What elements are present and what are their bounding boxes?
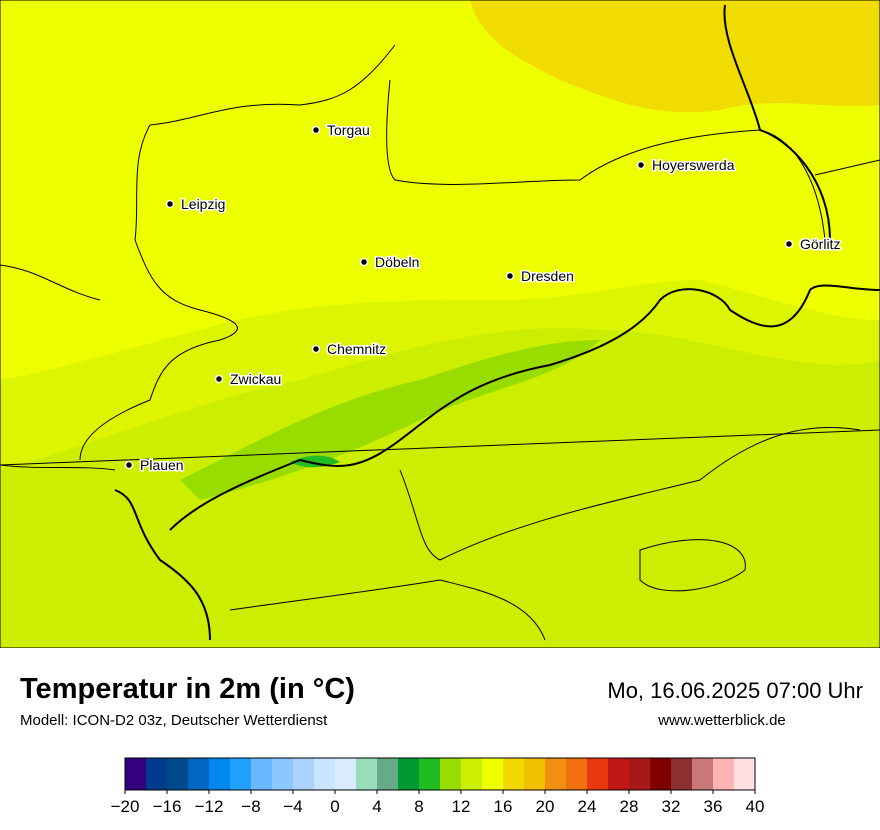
city-label: Görlitz bbox=[800, 236, 840, 252]
city-label-halo: Plauen bbox=[140, 457, 184, 473]
color-swatch bbox=[650, 758, 672, 790]
tick-label: 40 bbox=[746, 797, 765, 816]
tick-label: 8 bbox=[414, 797, 423, 816]
color-swatch bbox=[629, 758, 651, 790]
tick-label: −16 bbox=[153, 797, 182, 816]
cool-area bbox=[0, 328, 880, 648]
city-label-halo: Torgau bbox=[327, 122, 370, 138]
cities: TorgauTorgauLeipzigLeipzigDöbelnDöbelnDr… bbox=[124, 121, 842, 475]
color-swatch bbox=[356, 758, 378, 790]
tick-label: 16 bbox=[494, 797, 513, 816]
city-dot bbox=[505, 271, 515, 281]
city-dot bbox=[311, 125, 321, 135]
city-dot bbox=[214, 374, 224, 384]
tick-label: 0 bbox=[330, 797, 339, 816]
color-swatch bbox=[671, 758, 693, 790]
city-label: Hoyerswerda bbox=[652, 157, 735, 173]
tick-label: −4 bbox=[283, 797, 302, 816]
color-swatch bbox=[230, 758, 252, 790]
tick-label: −12 bbox=[195, 797, 224, 816]
color-swatch bbox=[482, 758, 504, 790]
warm-area bbox=[470, 0, 880, 113]
color-swatch bbox=[272, 758, 294, 790]
colorbar-frame bbox=[124, 757, 756, 791]
city-label-halo: Zwickau bbox=[230, 371, 281, 387]
color-swatch bbox=[713, 758, 735, 790]
city-dot bbox=[359, 257, 369, 267]
color-swatch bbox=[692, 758, 714, 790]
color-swatch bbox=[146, 758, 168, 790]
color-swatch bbox=[293, 758, 315, 790]
city-label-halo: Chemnitz bbox=[327, 341, 386, 357]
color-swatch bbox=[587, 758, 609, 790]
city-dot bbox=[124, 460, 134, 470]
city-label-halo: Görlitz bbox=[800, 236, 840, 252]
color-swatch bbox=[125, 758, 147, 790]
city-label: Leipzig bbox=[181, 196, 225, 212]
color-swatch bbox=[440, 758, 462, 790]
color-swatch bbox=[335, 758, 357, 790]
color-swatch bbox=[377, 758, 399, 790]
city-dot bbox=[784, 239, 794, 249]
borders bbox=[0, 0, 880, 649]
city-label-halo: Dresden bbox=[521, 268, 574, 284]
city-label: Torgau bbox=[327, 122, 370, 138]
color-swatch bbox=[398, 758, 420, 790]
source: www.wetterblick.de bbox=[657, 712, 786, 729]
city-label: Döbeln bbox=[375, 254, 419, 270]
color-swatch bbox=[524, 758, 546, 790]
subtitle: Modell: ICON-D2 03z, Deutscher Wetterdie… bbox=[20, 712, 328, 729]
color-swatch bbox=[188, 758, 210, 790]
national-border bbox=[114, 4, 880, 641]
color-swatch bbox=[545, 758, 567, 790]
city-label-halo: Leipzig bbox=[181, 196, 225, 212]
tick-label: 32 bbox=[662, 797, 681, 816]
legend-background bbox=[0, 648, 880, 830]
color-swatch bbox=[419, 758, 441, 790]
map: TorgauTorgauLeipzigLeipzigDöbelnDöbelnDr… bbox=[0, 0, 880, 649]
color-swatch bbox=[734, 758, 756, 790]
color-swatch bbox=[209, 758, 231, 790]
color-swatch bbox=[314, 758, 336, 790]
city-label: Dresden bbox=[521, 268, 574, 284]
city-label-halo: Döbeln bbox=[375, 254, 419, 270]
tick-label: 36 bbox=[704, 797, 723, 816]
tick-label: 12 bbox=[452, 797, 471, 816]
color-swatch bbox=[251, 758, 273, 790]
city-dot bbox=[636, 160, 646, 170]
color-swatch bbox=[503, 758, 525, 790]
city-label: Plauen bbox=[140, 457, 184, 473]
tick-label: 24 bbox=[578, 797, 597, 816]
tick-label: −20 bbox=[111, 797, 140, 816]
tick-label: 20 bbox=[536, 797, 555, 816]
city-label: Zwickau bbox=[230, 371, 281, 387]
city-label-halo: Hoyerswerda bbox=[652, 157, 735, 173]
color-swatch bbox=[608, 758, 630, 790]
colorbar: −20 −16 −12 −8 −4 0 4 8 12 16 20 24 28 32 36 40 bbox=[111, 757, 765, 816]
city-dot bbox=[165, 199, 175, 209]
city-dot bbox=[311, 344, 321, 354]
title: Temperatur in 2m (in °C) bbox=[20, 673, 355, 705]
tick-label: −8 bbox=[241, 797, 260, 816]
color-swatch bbox=[167, 758, 189, 790]
color-swatch bbox=[566, 758, 588, 790]
tick-label: 4 bbox=[372, 797, 381, 816]
tick-label: 28 bbox=[620, 797, 639, 816]
date: Mo, 16.06.2025 07:00 Uhr bbox=[607, 678, 863, 703]
city-label: Chemnitz bbox=[327, 341, 386, 357]
color-swatch bbox=[461, 758, 483, 790]
